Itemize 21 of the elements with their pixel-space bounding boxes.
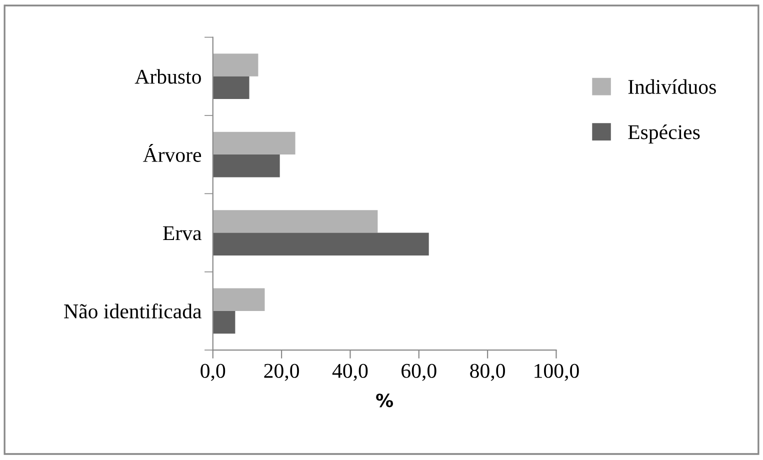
bar: [212, 232, 429, 256]
x-tick-label: 20,0: [264, 364, 299, 381]
x-tick-label: 0,0: [200, 364, 226, 381]
bar: [212, 154, 280, 178]
y-tick-label: Arbusto: [134, 69, 201, 84]
x-tick-label: 60,0: [402, 364, 436, 381]
bar: [212, 76, 250, 100]
bar: [212, 54, 258, 76]
bar: [212, 310, 236, 334]
y-tick-label: Erva: [163, 226, 202, 240]
legend-label: Indivíduos: [628, 79, 716, 94]
y-tick-label: Árvore: [142, 144, 202, 162]
bar: [212, 288, 265, 311]
y-tick-label: Não identificada: [64, 304, 202, 318]
x-tick-label: 40,0: [332, 364, 368, 381]
bar: [212, 132, 296, 155]
legend-label: Espécies: [628, 124, 700, 144]
bar: [212, 210, 378, 233]
x-tick-label: 80,0: [470, 364, 505, 381]
x-tick-label: 100,0: [534, 364, 579, 381]
x-axis-title: %: [376, 394, 394, 408]
